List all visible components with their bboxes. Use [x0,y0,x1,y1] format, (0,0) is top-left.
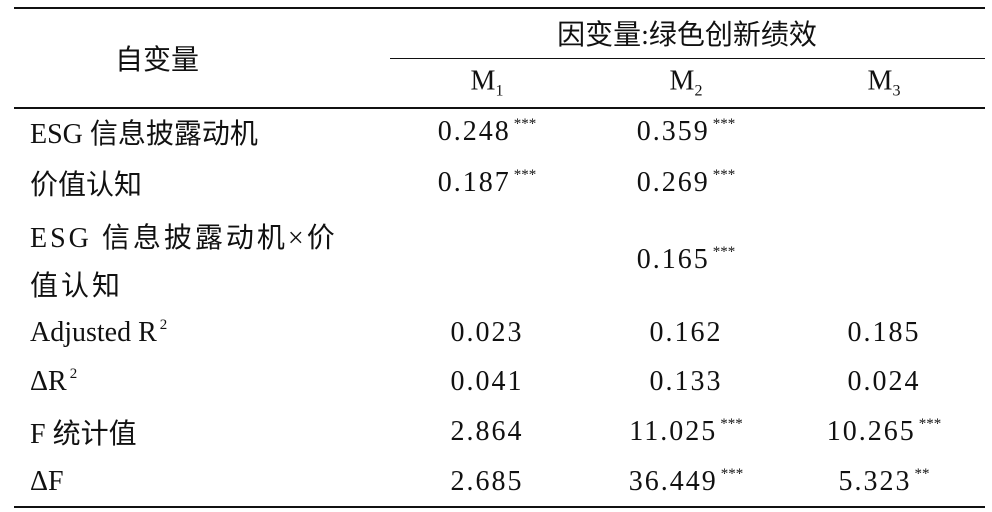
cell-value: 2.864 [450,416,524,447]
cell-value: 36.449 [628,466,718,497]
significance: *** [712,167,736,183]
label-text: ΔR [30,366,67,397]
cell: 5.323 ** [839,466,930,498]
significance: *** [720,416,743,432]
model-name: M [470,65,496,97]
cell-value: 0.023 [450,317,524,348]
cell: 0.248 *** [438,116,537,148]
label-text: F 统计值 [30,419,137,450]
cell: 0.162 [650,317,723,349]
significance: *** [513,116,537,132]
row-label: ΔR 2 [30,366,77,398]
model-header: M1 [471,66,504,101]
cell: 0.185 [848,317,921,349]
significance: *** [513,167,537,183]
cell-value: 0.041 [450,366,524,397]
cell-value: 10.265 [826,416,916,447]
model-header: M3 [868,66,901,101]
cell: 10.265 *** [827,416,942,448]
cell-value: 11.025 [629,416,718,447]
cell-value: 0.359 [636,116,710,147]
cell: 0.133 [650,366,723,398]
significance: *** [918,416,942,432]
cell: 0.187 *** [438,167,537,199]
label-sup: 2 [159,317,168,333]
row-label: ESG 信息披露动机×价 [30,223,338,254]
cell-value: 0.024 [847,366,921,397]
model-name: M [669,65,695,97]
cell: 0.165 *** [637,244,736,276]
label-text: Adjusted R [30,317,157,348]
cell: 0.359 *** [637,116,736,148]
cell-value: 5.323 [838,466,912,497]
cell-value: 0.133 [649,366,723,397]
model-name: M [867,65,893,97]
model-index: 3 [892,82,901,100]
row-label: ΔF [30,466,64,498]
cell-value: 0.269 [636,167,710,198]
label-sup: 2 [69,366,78,382]
cell-value: 0.165 [636,244,710,275]
significance: *** [712,116,736,132]
label-text: 价值认知 [30,170,143,201]
top-rule [14,7,985,9]
header-cell: 自变量 [114,45,200,76]
cell: 0.041 [451,366,524,398]
model-index: 2 [694,82,703,100]
cell-value: 0.187 [437,167,511,198]
cell-value: 2.685 [450,466,524,497]
header-rule [390,58,985,59]
cell: 36.449 *** [629,466,744,498]
cell: 2.864 [451,416,524,448]
cell: 0.269 *** [637,167,736,199]
significance: *** [712,244,736,260]
cell-value: 0.185 [847,317,921,348]
label-text: ESG 信息披露动机 [30,119,258,150]
cell: 11.025 *** [629,416,742,448]
cell: 0.024 [848,366,921,398]
significance: *** [720,466,744,482]
bottom-rule [14,506,985,508]
mid-rule [14,107,985,109]
cell: 0.023 [451,317,524,349]
model-index: 1 [495,82,504,100]
cell-value: 0.162 [649,317,723,348]
significance: ** [914,466,930,482]
header-cell: 因变量:绿色创新绩效 [557,20,817,51]
label-text: ΔF [30,466,64,497]
row-label: 价值认知 [30,163,142,203]
cell-value: 0.248 [437,116,511,147]
row-label: ESG 信息披露动机 [30,112,258,152]
row-label: 值认知 [30,271,124,302]
cell: 2.685 [451,466,524,498]
model-header: M2 [670,66,703,101]
row-label: F 统计值 [30,412,137,452]
